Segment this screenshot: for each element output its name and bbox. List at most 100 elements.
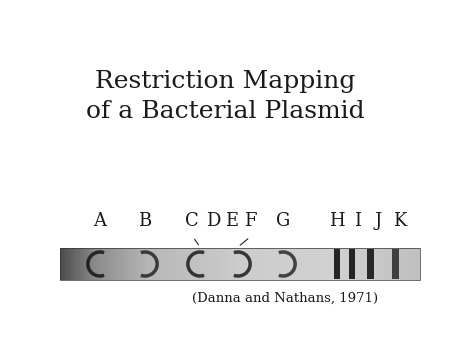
Bar bbox=[157, 248, 159, 280]
Bar bbox=[107, 248, 108, 280]
Bar bbox=[366, 249, 373, 279]
Bar bbox=[72, 248, 74, 280]
Bar bbox=[80, 248, 81, 280]
Bar bbox=[161, 248, 162, 280]
Bar bbox=[360, 248, 362, 280]
Bar bbox=[125, 248, 126, 280]
Bar bbox=[139, 248, 141, 280]
Bar bbox=[281, 248, 283, 280]
Bar bbox=[198, 248, 200, 280]
Bar bbox=[404, 248, 405, 280]
Bar bbox=[204, 248, 206, 280]
Bar bbox=[85, 248, 87, 280]
Bar bbox=[272, 248, 274, 280]
Bar bbox=[121, 248, 123, 280]
Bar bbox=[400, 248, 402, 280]
Bar bbox=[141, 248, 143, 280]
Bar bbox=[247, 248, 249, 280]
Bar bbox=[398, 248, 400, 280]
Text: J: J bbox=[374, 212, 382, 230]
Bar bbox=[63, 248, 65, 280]
Bar bbox=[209, 248, 211, 280]
Bar bbox=[98, 248, 99, 280]
Bar bbox=[220, 248, 222, 280]
Bar bbox=[369, 248, 371, 280]
Bar bbox=[407, 248, 409, 280]
Text: Restriction Mapping
of a Bacterial Plasmid: Restriction Mapping of a Bacterial Plasm… bbox=[86, 70, 365, 123]
Bar bbox=[171, 248, 173, 280]
Bar bbox=[332, 248, 333, 280]
Bar bbox=[344, 248, 346, 280]
Bar bbox=[197, 248, 198, 280]
Bar bbox=[317, 248, 319, 280]
Bar bbox=[297, 248, 299, 280]
Bar bbox=[123, 248, 125, 280]
Text: B: B bbox=[139, 212, 152, 230]
Bar bbox=[249, 248, 251, 280]
Bar bbox=[405, 248, 407, 280]
Bar bbox=[191, 248, 193, 280]
Bar bbox=[276, 248, 278, 280]
Bar bbox=[166, 248, 168, 280]
Bar bbox=[164, 248, 166, 280]
Bar bbox=[215, 248, 216, 280]
Bar bbox=[186, 248, 188, 280]
Bar bbox=[189, 248, 191, 280]
Bar bbox=[150, 248, 152, 280]
Bar bbox=[305, 248, 306, 280]
Bar bbox=[323, 248, 324, 280]
Bar bbox=[218, 248, 220, 280]
Bar bbox=[283, 248, 285, 280]
Bar bbox=[351, 248, 353, 280]
Bar bbox=[76, 248, 78, 280]
Bar bbox=[110, 248, 112, 280]
Bar bbox=[315, 248, 317, 280]
Bar bbox=[312, 248, 314, 280]
Bar bbox=[251, 248, 252, 280]
Bar bbox=[114, 248, 116, 280]
Bar bbox=[119, 248, 121, 280]
Bar bbox=[144, 248, 146, 280]
Bar bbox=[292, 248, 294, 280]
Bar bbox=[263, 248, 265, 280]
Bar bbox=[242, 248, 243, 280]
Bar bbox=[146, 248, 148, 280]
Bar bbox=[62, 248, 63, 280]
Bar bbox=[213, 248, 215, 280]
Bar bbox=[359, 248, 360, 280]
Bar bbox=[348, 248, 350, 280]
Bar bbox=[211, 248, 213, 280]
Bar bbox=[130, 248, 132, 280]
Bar bbox=[134, 248, 135, 280]
Bar bbox=[207, 248, 209, 280]
Bar bbox=[65, 248, 67, 280]
Bar bbox=[380, 248, 382, 280]
Bar bbox=[153, 248, 155, 280]
Bar bbox=[222, 248, 224, 280]
Bar bbox=[261, 248, 263, 280]
Bar bbox=[333, 248, 335, 280]
Bar bbox=[364, 248, 366, 280]
Bar bbox=[258, 248, 260, 280]
Bar bbox=[341, 248, 342, 280]
Bar bbox=[378, 248, 380, 280]
Bar bbox=[83, 248, 85, 280]
Bar bbox=[260, 248, 261, 280]
Bar bbox=[155, 248, 157, 280]
Bar bbox=[324, 248, 326, 280]
Bar bbox=[349, 249, 355, 279]
Bar bbox=[294, 248, 296, 280]
Bar bbox=[103, 248, 105, 280]
Bar bbox=[143, 248, 144, 280]
Bar bbox=[92, 248, 94, 280]
Bar bbox=[135, 248, 137, 280]
Bar bbox=[371, 248, 373, 280]
Bar bbox=[175, 248, 177, 280]
Bar bbox=[418, 248, 420, 280]
Bar bbox=[353, 248, 355, 280]
Bar bbox=[330, 248, 332, 280]
Bar bbox=[202, 248, 204, 280]
Bar bbox=[373, 248, 375, 280]
Bar bbox=[278, 248, 279, 280]
Bar bbox=[377, 248, 378, 280]
